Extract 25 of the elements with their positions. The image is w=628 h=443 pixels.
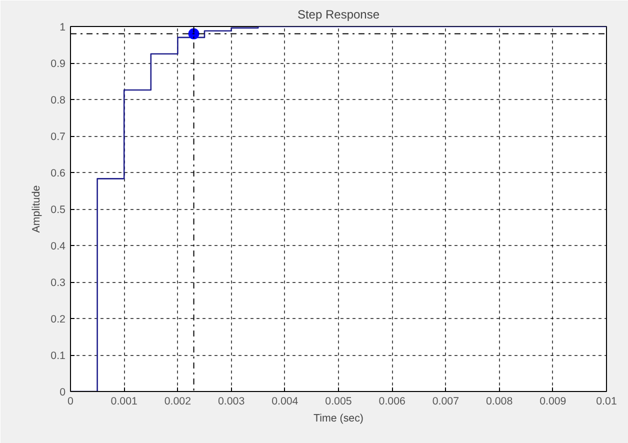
x-tick-label: 0.01 bbox=[596, 396, 617, 408]
x-tick-label: 0.005 bbox=[325, 396, 352, 408]
y-tick-label: 0.3 bbox=[50, 277, 66, 289]
y-tick-label: 1 bbox=[60, 22, 66, 34]
y-tick-label: 0.4 bbox=[50, 240, 66, 252]
y-tick-label: 0.1 bbox=[50, 350, 66, 362]
x-tick-label: 0.009 bbox=[540, 396, 566, 408]
y-tick-label: 0.6 bbox=[50, 168, 66, 180]
y-axis-title: Amplitude bbox=[30, 185, 43, 233]
x-tick-label: 0.008 bbox=[486, 396, 513, 408]
x-tick-label: 0.007 bbox=[432, 396, 460, 408]
x-tick-label: 0.004 bbox=[272, 396, 298, 408]
y-tick-label: 0.2 bbox=[50, 314, 66, 326]
x-tick-label: 0.001 bbox=[110, 396, 138, 408]
y-tick-label: 0.5 bbox=[50, 204, 66, 216]
y-tick-label: 0 bbox=[60, 386, 66, 398]
x-tick-label: 0.006 bbox=[378, 396, 406, 408]
x-axis-title: Time (sec) bbox=[314, 412, 364, 424]
x-tick-label: 0.003 bbox=[218, 396, 245, 408]
x-tick-label: 0 bbox=[68, 396, 74, 408]
y-tick-label: 0.9 bbox=[50, 58, 66, 70]
x-tick-label: 0.002 bbox=[164, 396, 192, 408]
y-tick-label: 0.7 bbox=[50, 131, 66, 143]
y-tick-label: 0.8 bbox=[50, 94, 66, 106]
chart-title: Step Response bbox=[297, 8, 380, 22]
